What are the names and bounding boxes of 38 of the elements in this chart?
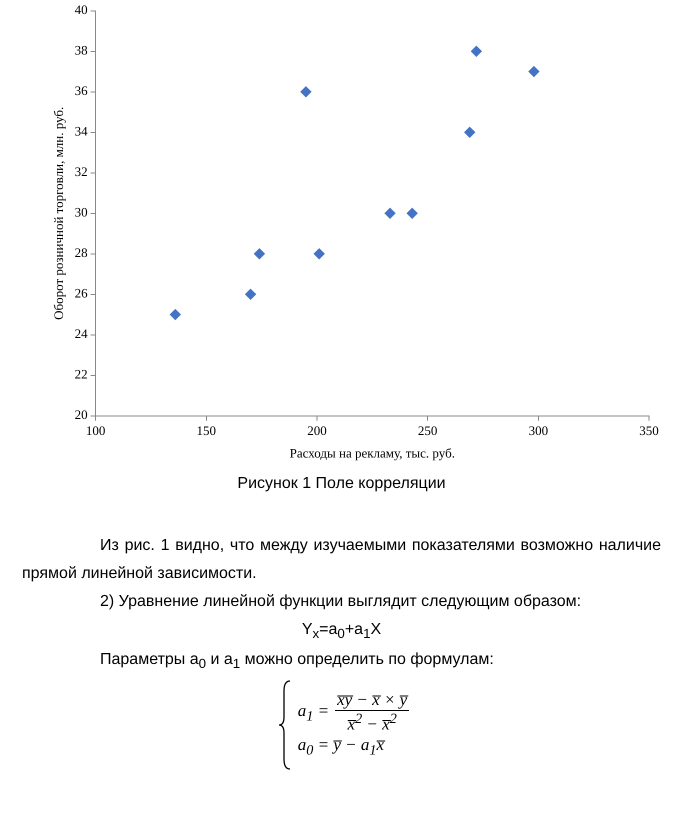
point xyxy=(254,248,265,260)
x-tick-label: 350 xyxy=(639,423,659,438)
text: a$_{1}$ = xyxy=(298,700,330,725)
y-tick-label: 26 xyxy=(74,286,88,301)
point xyxy=(406,208,418,219)
text: Рисунок 1 Поле корреляции xyxy=(236,474,447,494)
x-tick-label: 150 xyxy=(196,423,216,438)
y-tick-label: 20 xyxy=(74,407,88,422)
y-axis-title: Оборот розничной торговли, млн. руб. xyxy=(51,106,66,320)
y-tick-label: 22 xyxy=(74,366,88,382)
x-axis-title: Расходы на рекламу, тыс. руб. xyxy=(290,446,455,461)
text: x̅$^{2}$ − x̅$^{2}$ xyxy=(348,711,397,736)
y-tick-label: 34 xyxy=(74,124,88,139)
point xyxy=(470,46,482,57)
point xyxy=(245,288,256,300)
y-tick-label: 28 xyxy=(74,245,88,260)
point xyxy=(464,126,476,138)
text: a$_{0}$ = y̅ − a$_{1}$x̅ xyxy=(298,735,386,760)
x-tick-label: 200 xyxy=(307,423,327,438)
point xyxy=(384,208,396,219)
y-tick-label: 32 xyxy=(74,164,88,180)
x-tick-label: 250 xyxy=(418,423,438,438)
point xyxy=(314,248,325,260)
y-tick-label: 30 xyxy=(74,204,88,220)
y-tick-label: 40 xyxy=(74,2,88,18)
y-tick-label: 24 xyxy=(74,326,88,342)
y-tick-label: 38 xyxy=(74,42,88,58)
text: 2) Уравнение линейной функции выглядит следующим образом: xyxy=(99,592,582,612)
point xyxy=(528,66,540,78)
x-tick-label: 300 xyxy=(528,423,548,438)
text: Из рис. 1 видно, что между изучаемыми показателями возможно наличие прямой линейной зависимости. xyxy=(22,536,661,584)
x-tick-label: 100 xyxy=(86,423,106,438)
text: Y$_{x}$=a$_{0}$+a$_{1}$X xyxy=(300,620,382,644)
point xyxy=(170,309,181,320)
point xyxy=(300,86,312,98)
text: x̅y̅ − x̅ × y̅ xyxy=(335,690,410,712)
text: Параметры a$_{0}$ и a$_{1}$ можно определить по формулам: xyxy=(99,650,495,673)
y-tick-label: 36 xyxy=(74,83,88,98)
